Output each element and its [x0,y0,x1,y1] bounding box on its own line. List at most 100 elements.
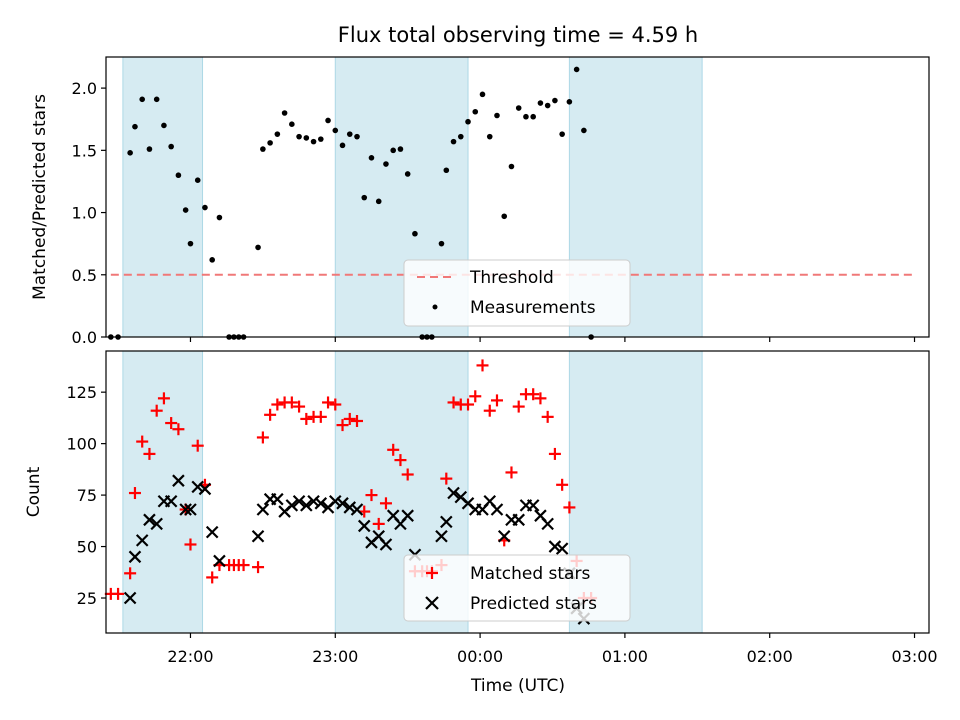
matched-stars-points [104,359,598,605]
x-tick-label: 00:00 [457,647,503,666]
predicted-star-point [548,540,562,553]
measurement-point [139,96,146,103]
measurement-point [465,118,471,125]
matched-star-point [556,478,569,491]
matched-star-point [150,404,163,417]
matched-star-point [401,468,414,481]
bottom-x-ticks: 22:00 23:00 00:00 01:00 02:00 03:00 [167,633,938,666]
predicted-star-point [143,513,156,527]
measurement-point [182,207,189,213]
matched-star-point [300,412,313,425]
matched-star-point [351,414,364,427]
x-tick-label: 03:00 [891,647,937,666]
predicted-star-point [256,503,270,516]
x-tick-label: 22:00 [167,647,213,666]
y-tick-label: 125 [66,383,97,402]
matched-star-point [469,390,482,403]
predicted-stars-points [123,474,591,625]
measurement-point [486,133,493,140]
matched-star-point [534,392,547,405]
matched-star-point [112,587,125,600]
predicted-star-point [490,503,504,516]
measurement-point [573,66,580,73]
y-tick-label: 0.0 [72,328,97,347]
measurement-point [383,161,389,167]
predicted-star-point [300,499,313,512]
observing-interval [122,56,204,338]
measurement-point [472,108,479,115]
top-axes-frame [105,56,930,338]
measurement-point [194,177,201,183]
predicted-star-point [357,519,371,533]
matched-star-point [252,561,265,574]
measurement-point [412,230,418,237]
predicted-star-point [213,554,226,568]
matched-star-point [483,404,496,417]
bottom-legend: Matched stars Predicted stars [403,554,631,622]
y-tick-label: 1.0 [72,204,97,223]
y-tick-label: 75 [77,486,97,505]
matched-star-point [128,487,141,500]
predicted-star-point [191,480,204,494]
matched-star-point [271,398,284,411]
measurement-points [108,66,594,340]
predicted-star-point [343,501,357,514]
matched-star-point [447,396,460,409]
bottom-legend-box [403,554,631,622]
matched-star-point [440,472,453,485]
legend-predicted-swatch [425,596,439,610]
y-tick-label: 25 [77,589,97,608]
measurement-point [296,133,302,140]
matched-star-point [563,501,576,514]
predicted-star-point [172,474,185,487]
predicted-star-point [401,509,414,522]
x-tick-label: 23:00 [312,647,358,666]
predicted-star-point [336,497,349,510]
measurement-point [354,133,360,140]
measurement-point [368,155,375,161]
matched-star-point [206,571,219,584]
matched-star-point [264,408,277,421]
legend-measurements-label: Measurements [470,298,596,318]
bottom-y-axis-label: Count [24,466,44,517]
predicted-star-point [128,550,142,564]
x-tick-label: 02:00 [747,647,793,666]
matched-star-point [365,489,378,502]
measurement-point [153,96,160,103]
bottom-axes-frame [105,350,930,634]
measurement-point [346,131,353,137]
predicted-star-point [198,482,212,496]
top-legend-box [403,259,631,327]
measurement-point [508,163,515,170]
measurement-point [168,143,174,150]
matched-star-point [191,439,204,452]
measurement-point [303,135,310,141]
measurement-point [443,167,450,174]
matched-star-point [394,454,407,467]
matched-star-point [343,412,356,425]
top-shaded-regions [122,56,703,338]
predicted-star-point [512,513,525,527]
measurement-point [375,198,382,205]
matched-star-point [172,423,185,436]
measurement-point [161,122,167,129]
measurement-point [559,131,565,137]
top-panel: Flux total observing time = 4.59 h Match… [30,23,930,347]
legend-matched-label: Matched stars [470,564,590,584]
y-tick-label: 50 [77,538,97,557]
predicted-star-point [164,494,178,508]
matched-star-point [322,396,335,409]
matched-star-point [527,388,540,401]
predicted-star-point [435,529,448,543]
measurement-point [361,194,368,201]
measurement-point [566,99,573,105]
measurement-point [255,244,261,251]
matched-star-point [256,431,269,444]
measurement-point [581,127,587,134]
predicted-star-point [285,499,299,512]
measurement-point [552,97,558,104]
measurement-point [494,112,500,119]
matched-star-point [379,497,392,510]
matched-star-point [143,447,156,460]
matched-star-point [136,435,149,448]
